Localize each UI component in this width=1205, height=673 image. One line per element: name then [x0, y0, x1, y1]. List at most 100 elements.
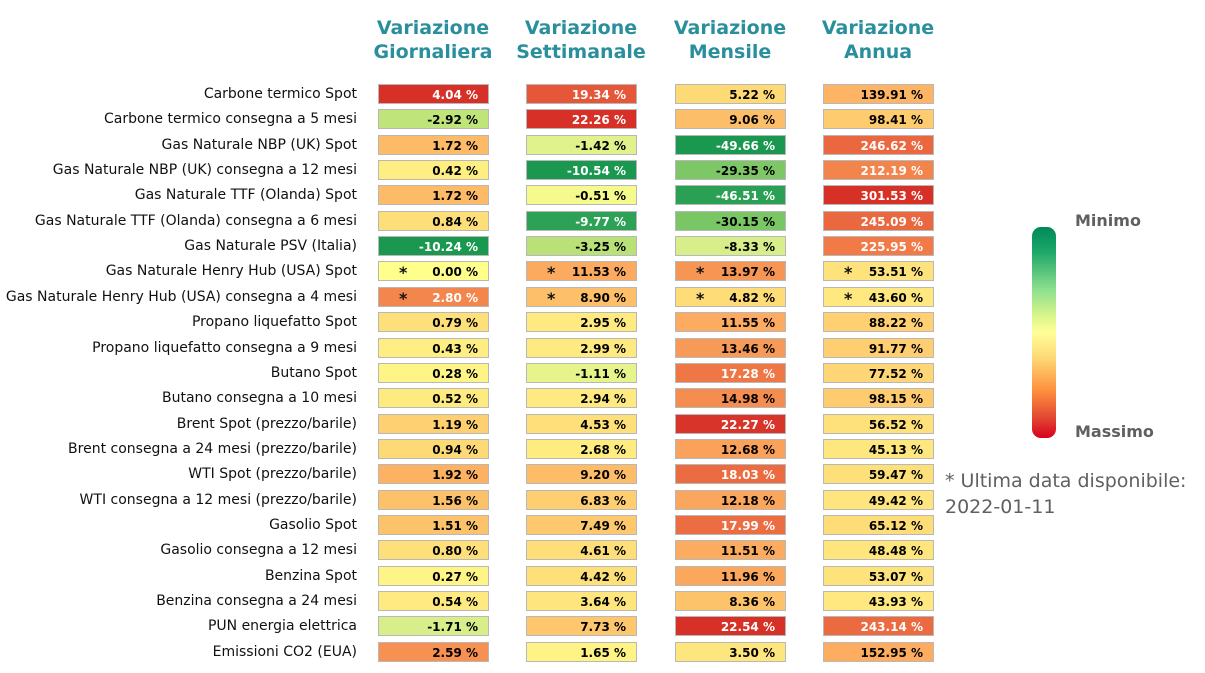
column-header: Variazione Annua: [821, 17, 935, 63]
table-cell: -1.11 %: [526, 362, 637, 383]
table-cell: 2.68 %: [526, 438, 637, 459]
footnote: * Ultima data disponibile: 2022-01-11: [945, 470, 1187, 518]
row-label: Propano liquefatto Spot: [191, 314, 357, 331]
last-date-star: *: [547, 263, 556, 283]
table-cell: 88.22 %: [823, 312, 934, 333]
table-cell: 17.28 %: [675, 362, 786, 383]
table-cell: 1.72 %: [378, 185, 489, 206]
cell-value: 53.51 %: [868, 265, 923, 280]
table-cell: 59.47 %: [823, 464, 934, 485]
table-cell: 301.53 %: [823, 185, 934, 206]
table-cell: 22.27 %: [675, 413, 786, 434]
table-cell: -10.54 %: [526, 160, 637, 181]
cell-value: 8.36 %: [729, 595, 775, 609]
last-date-star: *: [399, 288, 408, 308]
last-date-star: *: [844, 288, 853, 308]
table-cell: 212.19 %: [823, 160, 934, 181]
cell-value: 0.80 %: [432, 544, 478, 559]
cell-value: 14.98 %: [720, 392, 775, 407]
table-cell: -1.42 %: [526, 134, 637, 155]
table-cell: -2.92 %: [378, 109, 489, 130]
table-cell: 0.00 % *: [378, 261, 489, 283]
table-cell: 246.62 %: [823, 134, 934, 155]
row-label: WTI Spot (prezzo/barile): [188, 466, 357, 483]
cell-value: 243.14 %: [860, 620, 923, 635]
table-cell: 152.95 %: [823, 641, 934, 662]
table-cell: 9.06 %: [675, 109, 786, 130]
table-cell: 53.07 %: [823, 565, 934, 586]
cell-value: -46.51 %: [715, 189, 775, 204]
table-cell: 1.72 %: [378, 134, 489, 155]
row-label: Gas Naturale TTF (Olanda) Spot: [134, 187, 357, 204]
cell-value: 45.13 %: [868, 442, 923, 457]
column-header: Variazione Settimanale: [516, 17, 646, 63]
cell-value: 301.53 %: [860, 189, 923, 204]
row-label: Emissioni CO2 (EUA): [212, 643, 357, 660]
row-label: Brent Spot (prezzo/barile): [176, 415, 357, 432]
colorbar-bottom-label: Massimo: [1075, 422, 1154, 441]
cell-value: 0.84 %: [432, 214, 478, 229]
table-cell: 0.52 %: [378, 388, 489, 409]
table-cell: 17.99 %: [675, 514, 786, 535]
cell-value: 4.61 %: [580, 544, 626, 559]
cell-value: 77.52 %: [868, 366, 923, 381]
row-label: Butano Spot: [270, 364, 357, 381]
table-cell: 1.51 %: [378, 514, 489, 535]
cell-value: 49.42 %: [868, 493, 923, 508]
cell-value: 1.72 %: [432, 189, 478, 204]
table-cell: 11.53 % *: [526, 261, 637, 283]
last-date-star: *: [844, 263, 853, 283]
row-label: Gas Naturale NBP (UK) consegna a 12 mesi: [52, 162, 357, 179]
table-cell: 45.13 %: [823, 438, 934, 459]
row-label: Gas Naturale NBP (UK) Spot: [161, 136, 357, 153]
cell-value: 9.20 %: [580, 468, 626, 483]
cell-value: 13.97 %: [720, 265, 775, 280]
cell-value: 0.27 %: [432, 569, 478, 584]
table-cell: 5.22 %: [675, 84, 786, 104]
cell-value: 59.47 %: [868, 468, 923, 483]
cell-value: -1.71 %: [427, 620, 478, 635]
cell-value: 18.03 %: [720, 468, 775, 483]
table-cell: 22.54 %: [675, 616, 786, 637]
table-cell: -3.25 %: [526, 236, 637, 257]
table-cell: 65.12 %: [823, 514, 934, 535]
last-date-star: *: [399, 263, 408, 283]
cell-value: -1.42 %: [575, 138, 626, 153]
table-cell: 98.15 %: [823, 388, 934, 409]
cell-value: 88.22 %: [868, 316, 923, 331]
cell-value: 1.56 %: [432, 493, 478, 508]
cell-value: 0.79 %: [432, 316, 478, 331]
cell-value: 11.55 %: [720, 316, 775, 331]
cell-value: 225.95 %: [860, 240, 923, 255]
cell-value: -30.15 %: [715, 214, 775, 229]
cell-value: 7.73 %: [580, 620, 626, 635]
colorbar: [1032, 227, 1056, 438]
table-cell: 43.60 % *: [823, 286, 934, 308]
table-cell: 19.34 %: [526, 84, 637, 104]
row-label: Gas Naturale PSV (Italia): [184, 238, 357, 255]
table-cell: 1.56 %: [378, 489, 489, 510]
row-label: Propano liquefatto consegna a 9 mesi: [92, 339, 357, 356]
table-cell: 6.83 %: [526, 489, 637, 510]
table-cell: 0.80 %: [378, 540, 489, 561]
last-date-star: *: [696, 263, 705, 283]
table-cell: 0.94 %: [378, 438, 489, 459]
table-cell: -29.35 %: [675, 160, 786, 181]
row-label: Butano consegna a 10 mesi: [162, 390, 357, 407]
colorbar-top-label: Minimo: [1075, 211, 1141, 230]
cell-value: 22.54 %: [720, 620, 775, 635]
column-header: Variazione Mensile: [673, 17, 787, 63]
cell-value: 0.28 %: [432, 366, 478, 381]
cell-value: 7.49 %: [580, 518, 626, 533]
cell-value: -10.24 %: [418, 240, 478, 255]
cell-value: 8.90 %: [580, 290, 626, 305]
table-cell: 0.28 %: [378, 362, 489, 383]
row-label: Gas Naturale Henry Hub (USA) Spot: [105, 263, 357, 280]
cell-value: 13.46 %: [720, 341, 775, 356]
table-cell: 0.54 %: [378, 591, 489, 611]
cell-value: 11.96 %: [720, 569, 775, 584]
table-cell: 22.26 %: [526, 109, 637, 130]
cell-value: 56.52 %: [868, 417, 923, 432]
table-cell: 13.97 % *: [675, 261, 786, 283]
cell-value: 2.94 %: [580, 392, 626, 407]
